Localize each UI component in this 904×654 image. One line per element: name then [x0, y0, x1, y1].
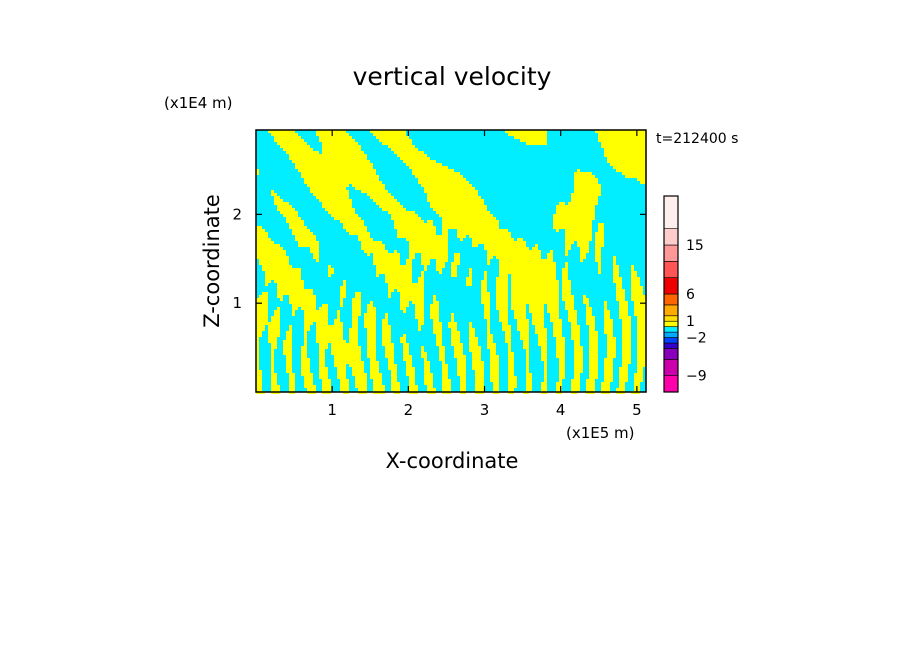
y-axis-label: Z-coordinate [200, 194, 224, 328]
field-positive-region [256, 130, 646, 394]
colorbar-band [663, 342, 679, 349]
colorbar-band [663, 326, 679, 333]
colorbar-band [663, 320, 679, 327]
x-tick-label: 3 [480, 401, 490, 419]
velocity-field [256, 130, 646, 394]
colorbar-band [663, 375, 679, 393]
colorbar-band [663, 359, 679, 376]
colorbar: 15 6 1−2 −9 [663, 195, 707, 393]
x-unit-label: (x1E5 m) [566, 424, 635, 442]
colorbar-tick-label: −9 [686, 369, 707, 385]
field-plot [255, 129, 647, 394]
x-tick-label: 5 [632, 401, 642, 419]
colorbar-tick-label: 15 [686, 238, 704, 254]
plot-frame [255, 129, 647, 393]
colorbar-band [663, 228, 679, 246]
colorbar-band [663, 348, 679, 360]
colorbar-band [663, 244, 679, 262]
colorbar-band [663, 195, 679, 229]
x-axis: 1 2 3 4 5 [327, 130, 642, 419]
y-tick-label: 2 [232, 205, 242, 223]
chart-title: vertical velocity [353, 62, 552, 91]
x-tick-label: 1 [327, 401, 337, 419]
colorbar-band [663, 293, 679, 306]
colorbar-band [663, 304, 679, 317]
colorbar-band [663, 261, 679, 278]
y-tick-label: 1 [232, 294, 242, 312]
x-axis-label: X-coordinate [386, 449, 519, 473]
colorbar-band [663, 315, 679, 322]
x-tick-label: 2 [404, 401, 414, 419]
colorbar-tick-label: 1 [686, 314, 695, 330]
time-label: t=212400 s [656, 131, 738, 147]
colorbar-tick-label: −2 [686, 331, 707, 347]
colorbar-frame [663, 195, 679, 393]
colorbar-band [663, 331, 679, 338]
colorbar-band [663, 337, 679, 344]
y-unit-label: (x1E4 m) [164, 94, 233, 112]
y-axis: 12 [232, 205, 646, 312]
colorbar-band [663, 277, 679, 295]
colorbar-tick-label: 6 [686, 287, 695, 303]
x-tick-label: 4 [556, 401, 566, 419]
